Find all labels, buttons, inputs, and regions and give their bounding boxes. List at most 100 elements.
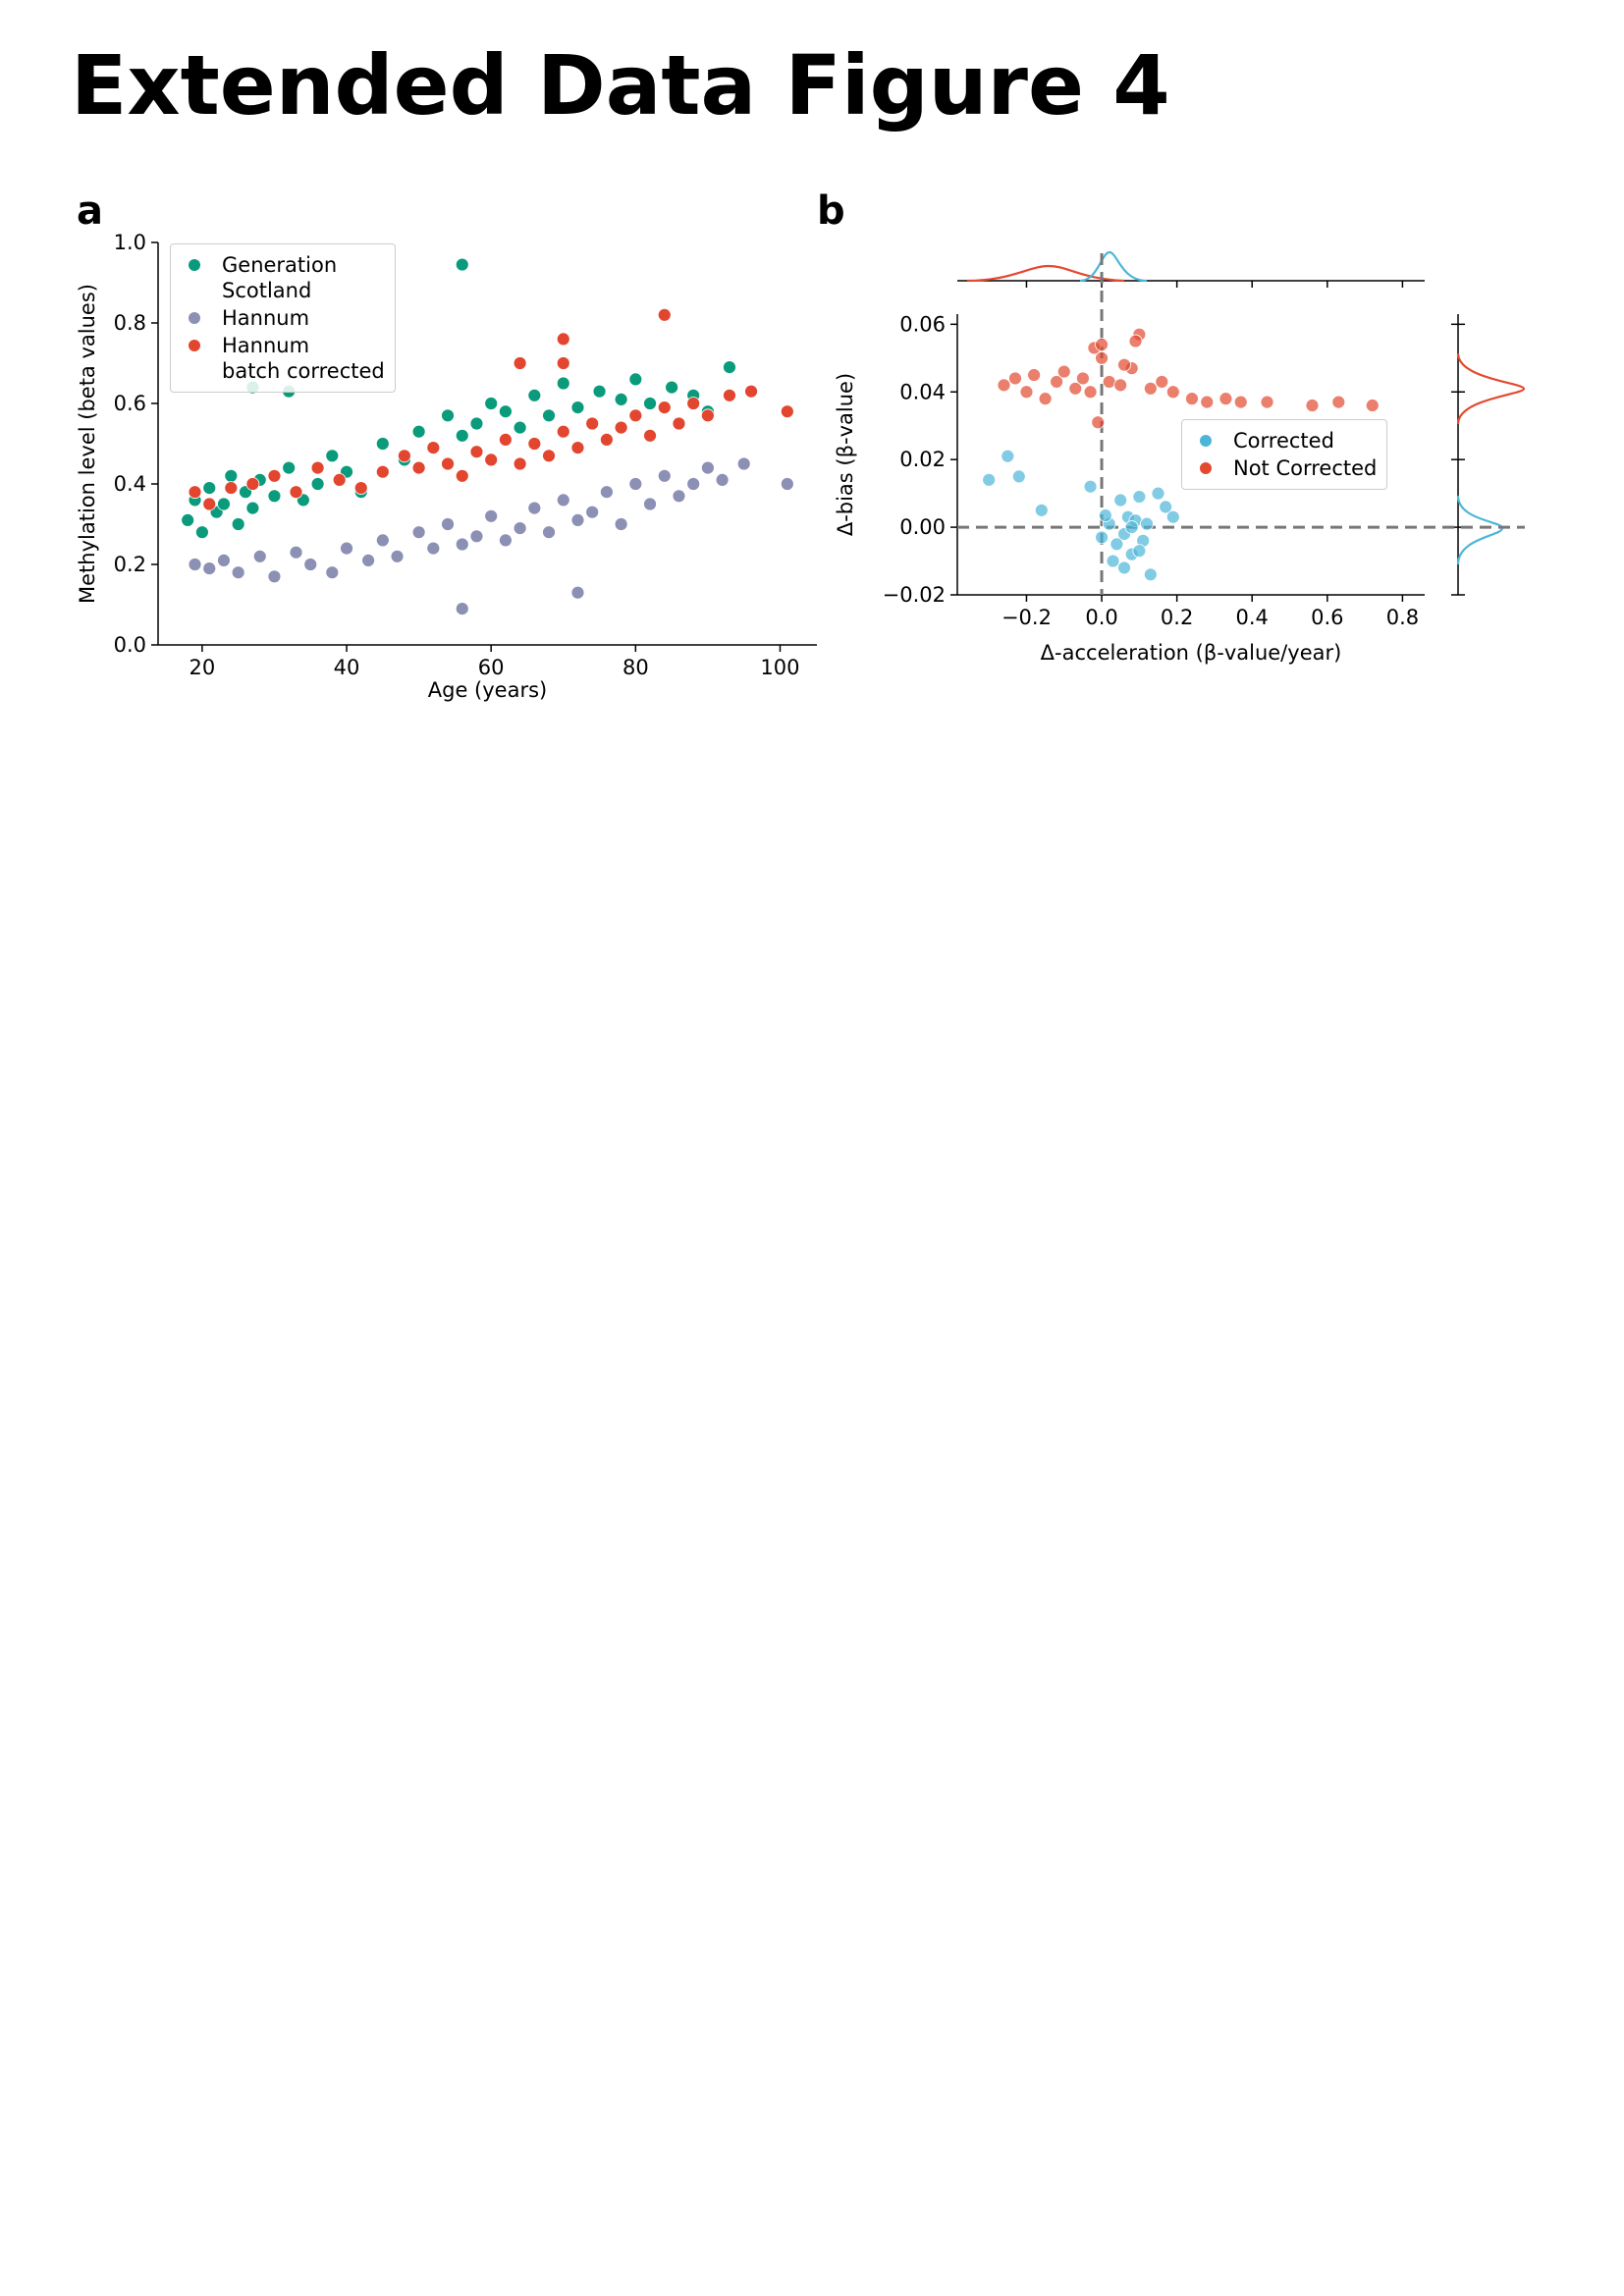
data-point	[643, 497, 657, 511]
data-point	[527, 501, 542, 515]
legend-label: Corrected	[1233, 429, 1334, 453]
data-point	[1038, 392, 1053, 406]
data-point	[217, 497, 231, 511]
data-point	[289, 485, 303, 500]
data-point	[1113, 378, 1128, 393]
legend-marker	[189, 340, 200, 351]
data-point	[455, 257, 469, 272]
data-point	[353, 481, 368, 496]
data-point	[513, 521, 527, 535]
data-point	[1076, 371, 1090, 386]
data-point	[628, 477, 643, 491]
y-tick-label: 1.0	[114, 231, 146, 254]
data-point	[1001, 449, 1015, 463]
data-point	[181, 513, 195, 527]
data-point	[469, 529, 484, 544]
data-point	[455, 468, 469, 483]
data-point	[426, 441, 441, 455]
data-point	[441, 517, 455, 531]
y-tick-label: 0.04	[899, 380, 946, 403]
data-point	[426, 541, 441, 556]
x-axis-label: Age (years)	[428, 678, 547, 702]
data-point	[628, 372, 643, 387]
data-point	[188, 485, 202, 500]
data-point	[455, 537, 469, 552]
data-point	[997, 378, 1011, 393]
data-point	[1124, 520, 1139, 534]
y-axis-label: Methylation level (beta values)	[76, 284, 99, 604]
data-point	[556, 332, 570, 347]
data-point	[527, 388, 542, 402]
data-point	[484, 397, 499, 410]
y-tick-label: 0.02	[899, 448, 946, 471]
data-point	[325, 565, 340, 580]
data-point	[224, 468, 239, 483]
data-point	[1151, 486, 1165, 501]
data-point	[701, 408, 715, 423]
data-point	[513, 420, 527, 435]
y-tick-label: 0.06	[899, 312, 946, 336]
data-point	[361, 554, 376, 567]
data-point	[469, 416, 484, 431]
data-point	[1102, 375, 1116, 389]
data-point	[441, 408, 455, 423]
data-point	[1185, 392, 1199, 406]
data-point	[513, 456, 527, 471]
data-point	[245, 477, 260, 491]
data-point	[1110, 537, 1124, 552]
data-point	[1143, 381, 1158, 396]
data-point	[267, 569, 282, 584]
data-point	[411, 424, 426, 439]
legend-entry: Corrected	[1192, 428, 1377, 454]
data-point	[1083, 385, 1098, 400]
data-point	[1091, 415, 1106, 430]
data-point	[1132, 544, 1147, 559]
legend-label: Not Corrected	[1233, 456, 1378, 480]
data-point	[1365, 399, 1380, 412]
data-point	[1117, 357, 1131, 372]
data-point	[455, 428, 469, 443]
data-point	[1068, 381, 1083, 396]
data-point	[599, 432, 614, 447]
y-tick-label: 0.0	[114, 633, 146, 657]
data-point	[556, 356, 570, 370]
legend-label: Generation Scotland	[222, 253, 338, 302]
x-tick-label: 40	[334, 656, 360, 679]
x-tick-label: 0.0	[1085, 606, 1117, 629]
legend: Corrected Not Corrected	[1181, 419, 1388, 490]
data-point	[217, 554, 231, 567]
data-point	[397, 449, 411, 463]
data-point	[1095, 530, 1109, 545]
x-tick-label: 100	[760, 656, 799, 679]
data-point	[289, 545, 303, 560]
x-tick-label: −0.2	[1001, 606, 1052, 629]
x-tick-label: 60	[478, 656, 505, 679]
data-point	[570, 400, 585, 415]
legend-marker	[1200, 462, 1212, 474]
data-point	[1165, 509, 1180, 524]
x-axis-label: Δ-acceleration (β-value/year)	[1041, 641, 1342, 665]
data-point	[1155, 375, 1169, 389]
data-point	[1019, 385, 1034, 400]
data-point	[542, 408, 556, 423]
data-point	[310, 460, 325, 475]
data-point	[556, 493, 570, 507]
data-point	[686, 397, 701, 410]
data-point	[390, 549, 405, 563]
data-point	[231, 565, 245, 580]
data-point	[1140, 516, 1154, 531]
legend-label: Hannum batch corrected	[222, 334, 385, 383]
data-point	[556, 376, 570, 391]
data-point	[1098, 508, 1112, 522]
data-point	[982, 472, 997, 487]
data-point	[701, 460, 715, 475]
data-point	[498, 404, 513, 419]
data-point	[643, 428, 657, 443]
data-point	[1159, 500, 1173, 514]
data-point	[570, 513, 585, 527]
y-tick-label: 0.8	[114, 311, 146, 335]
x-tick-label: 0.6	[1311, 606, 1343, 629]
data-point	[592, 384, 607, 399]
density-curve	[1456, 352, 1526, 425]
